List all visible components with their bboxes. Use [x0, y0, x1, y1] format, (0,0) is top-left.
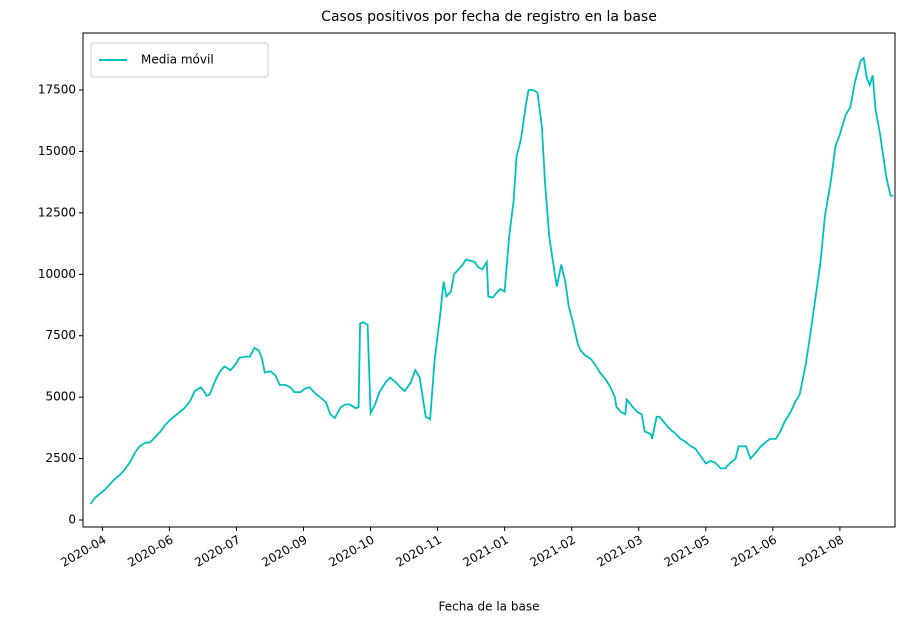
x-tick-label: 2020-10	[326, 533, 376, 570]
legend-label: Media móvil	[141, 53, 214, 67]
x-tick-label: 2020-06	[125, 533, 175, 570]
data-line	[89, 56, 894, 505]
y-tick-label: 17500	[38, 83, 76, 97]
y-tick-label: 7500	[45, 328, 76, 342]
legend-box	[90, 42, 269, 78]
plot-frame	[82, 32, 896, 528]
y-tick-label: 12500	[38, 205, 76, 219]
x-tick-label: 2021-03	[595, 533, 645, 570]
x-tick-label: 2021-08	[796, 533, 846, 570]
chart-title: Casos positivos por fecha de registro en…	[321, 9, 657, 25]
x-tick-label: 2021-06	[729, 533, 779, 570]
x-tick-label: 2021-05	[662, 533, 712, 570]
y-tick-label: 5000	[45, 390, 76, 404]
y-tick-label: 15000	[38, 144, 76, 158]
x-tick-label: 2021-02	[528, 533, 578, 570]
y-tick-label: 10000	[38, 267, 76, 281]
x-tick-label: 2020-09	[259, 533, 309, 570]
x-axis-label: Fecha de la base	[439, 600, 540, 614]
y-tick-label: 2500	[45, 451, 76, 465]
x-tick-label: 2021-01	[460, 533, 510, 570]
x-tick-label: 2020-11	[393, 533, 443, 570]
x-tick-label: 2020-04	[58, 533, 108, 570]
x-tick-label: 2020-07	[192, 533, 242, 570]
y-tick-label: 0	[68, 512, 76, 526]
